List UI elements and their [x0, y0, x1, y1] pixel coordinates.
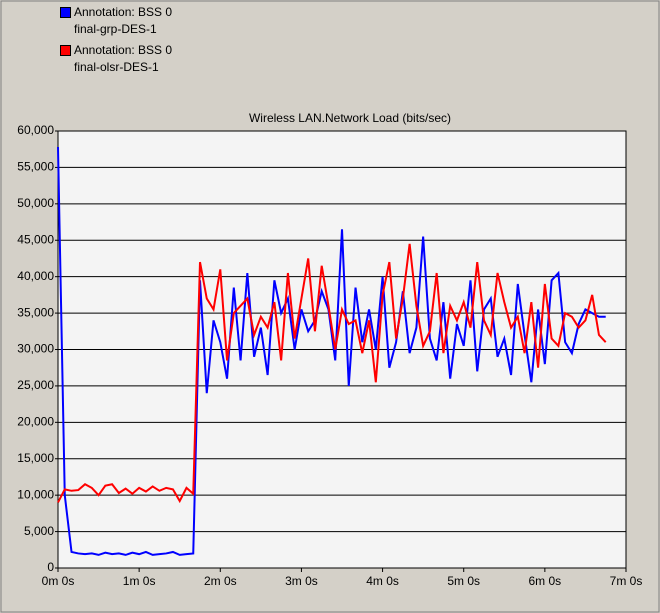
y-tick-label: 10,000 — [17, 487, 54, 501]
x-tick-label: 6m 0s — [529, 574, 562, 588]
y-tick-label: 45,000 — [17, 232, 54, 246]
y-tick-label: 35,000 — [17, 305, 54, 319]
x-tick-label: 4m 0s — [366, 574, 399, 588]
x-tick-label: 1m 0s — [123, 574, 156, 588]
legend-swatch — [60, 45, 71, 56]
legend-entry: Annotation: BSS 0 final-grp-DES-1 — [60, 4, 173, 38]
y-tick-label: 40,000 — [17, 269, 54, 283]
y-tick-label: 50,000 — [17, 196, 54, 210]
legend-entry: Annotation: BSS 0 final-olsr-DES-1 — [60, 42, 173, 76]
y-tick-label: 55,000 — [17, 160, 54, 174]
y-tick-label: 0 — [47, 560, 54, 574]
series-line — [57, 243, 607, 504]
y-tick-label: 60,000 — [17, 123, 54, 137]
y-tick-label: 20,000 — [17, 415, 54, 429]
x-tick-label: 2m 0s — [204, 574, 237, 588]
series-line — [57, 147, 606, 556]
legend-label: Annotation: BSS 0 final-olsr-DES-1 — [74, 43, 173, 74]
x-tick-label: 0m 0s — [42, 574, 75, 588]
legend-label: Annotation: BSS 0 final-grp-DES-1 — [74, 5, 173, 36]
x-tick-label: 7m 0s — [610, 574, 643, 588]
y-tick-label: 5,000 — [24, 524, 54, 538]
legend-swatch — [60, 7, 71, 18]
y-tick-label: 15,000 — [17, 451, 54, 465]
x-tick-label: 3m 0s — [285, 574, 318, 588]
y-tick-label: 25,000 — [17, 378, 54, 392]
y-tick-label: 30,000 — [17, 342, 54, 356]
x-tick-label: 5m 0s — [447, 574, 480, 588]
chart-title: Wireless LAN.Network Load (bits/sec) — [249, 111, 451, 125]
